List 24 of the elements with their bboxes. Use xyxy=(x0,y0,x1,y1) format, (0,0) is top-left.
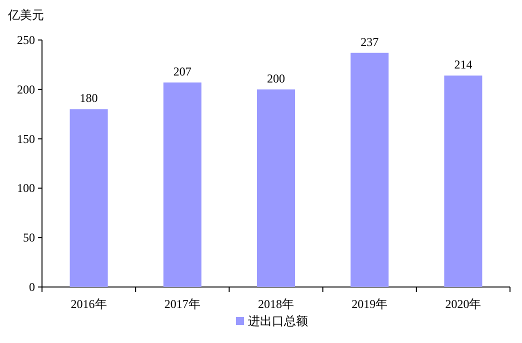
data-label: 214 xyxy=(454,58,472,72)
data-label: 180 xyxy=(80,91,98,106)
bar xyxy=(444,76,482,287)
bar xyxy=(163,82,202,287)
y-tick-label: 250 xyxy=(17,33,35,47)
y-tick-label: 200 xyxy=(17,82,35,96)
x-tick-label: 2017年 xyxy=(164,297,200,311)
ylabel: 亿美元 xyxy=(8,8,44,22)
bar xyxy=(70,109,108,287)
bar xyxy=(257,89,295,287)
data-label: 237 xyxy=(360,34,379,49)
x-tick-label: 2018年 xyxy=(258,297,294,311)
y-tick-label: 50 xyxy=(23,230,35,245)
legend: 进出口总额 xyxy=(236,314,308,328)
legend-label: 进出口总额 xyxy=(248,314,308,328)
bar xyxy=(350,52,389,287)
x-tick-label: 2019年 xyxy=(352,297,388,311)
y-tick-label: 0 xyxy=(29,280,35,294)
x-tick-label: 2016年 xyxy=(70,297,107,311)
data-label: 207 xyxy=(173,64,192,78)
data-label: 200 xyxy=(267,71,285,86)
x-tick-label: 2020年 xyxy=(445,297,482,311)
y-tick-label: 150 xyxy=(17,132,35,146)
y-tick-label: 100 xyxy=(17,181,35,196)
